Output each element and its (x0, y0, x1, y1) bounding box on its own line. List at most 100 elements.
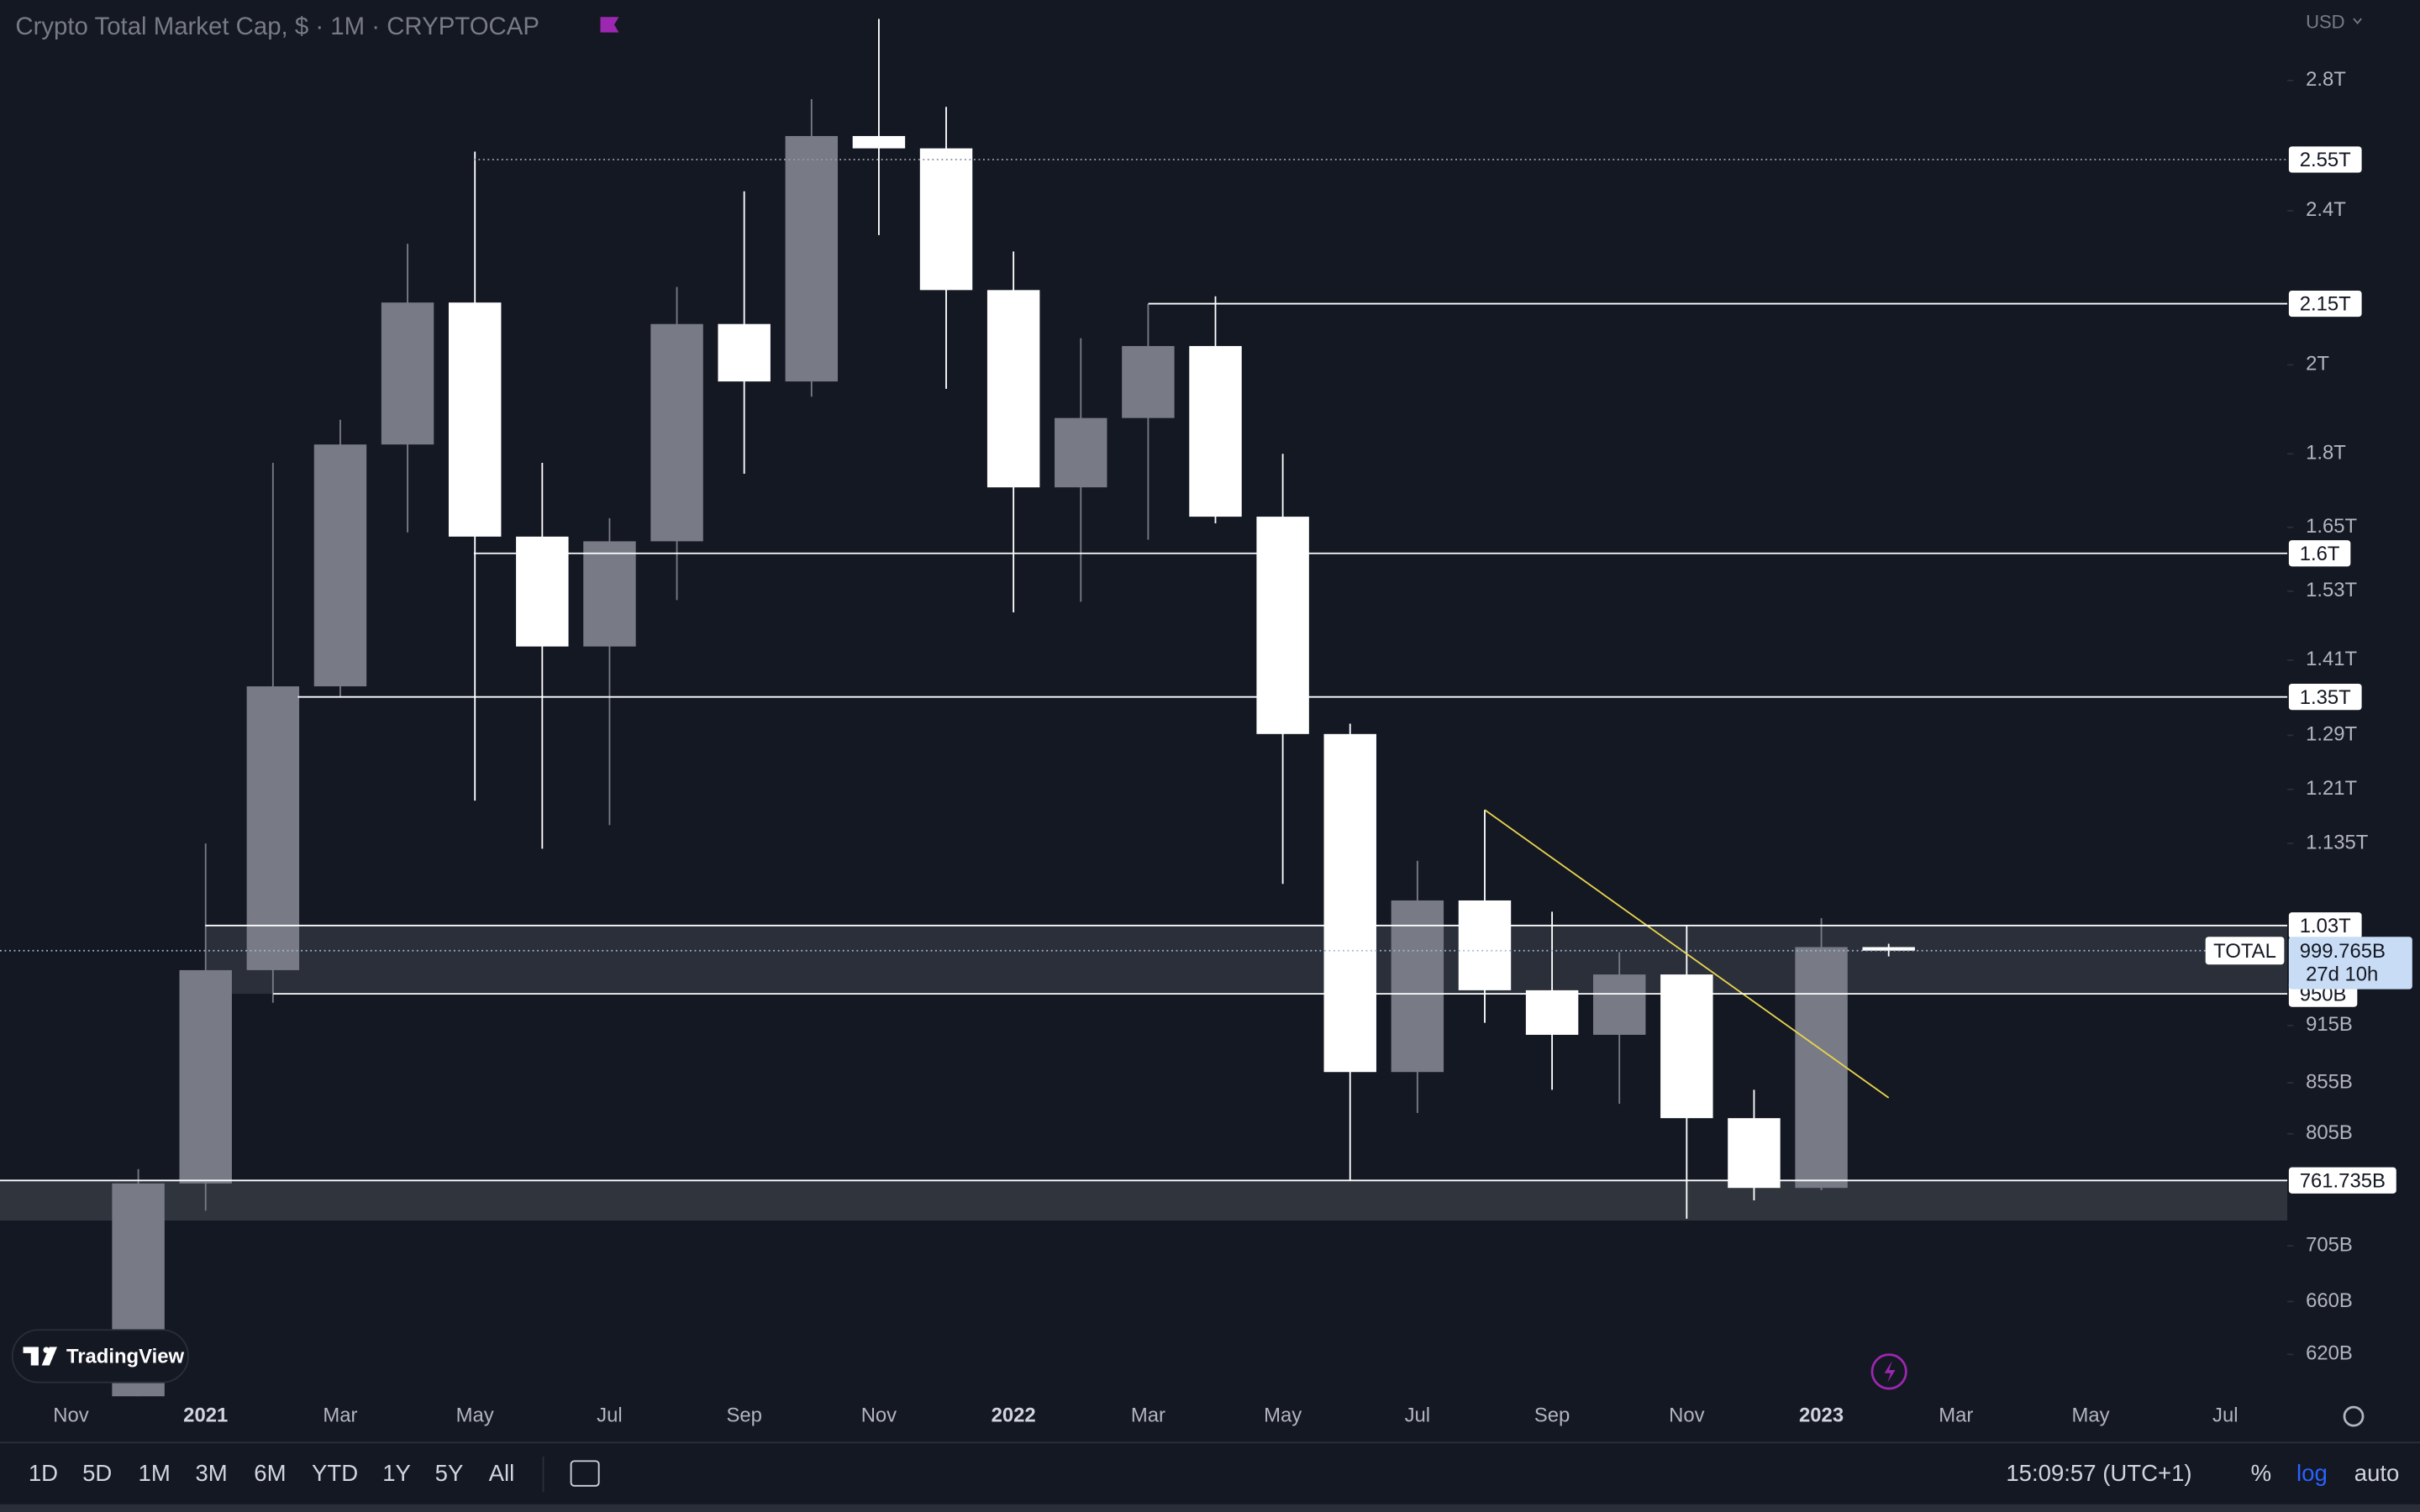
candle-body (1862, 947, 1915, 951)
y-tick-label: 2.4T (2306, 198, 2346, 221)
candle-body (718, 323, 771, 382)
x-tick-label: Sep (1534, 1404, 1570, 1426)
flag-icon[interactable] (600, 17, 619, 33)
x-tick-label: May (456, 1404, 494, 1426)
candle-body (650, 323, 703, 542)
range-button[interactable]: 1D (29, 1460, 58, 1486)
y-tick-label: 1.8T (2306, 442, 2346, 465)
y-tick-label: 2T (2306, 353, 2329, 375)
y-tick-label: 1.41T (2306, 648, 2357, 670)
candle-body (381, 302, 434, 445)
candle-body (919, 148, 973, 291)
branding-text: TradingView (66, 1346, 185, 1368)
x-tick-label: Jul (597, 1404, 623, 1426)
currency[interactable]: USD (2306, 11, 2345, 32)
scale-option[interactable]: % (2251, 1460, 2272, 1486)
scale-option[interactable]: auto (2354, 1460, 2400, 1486)
countdown: 27d 10h (2306, 963, 2378, 985)
candle-body (1256, 517, 1309, 734)
x-tick-label: May (2072, 1404, 2110, 1426)
x-tick-label: Nov (1669, 1404, 1705, 1426)
y-tick-label: 1.135T (2306, 831, 2369, 853)
range-button[interactable]: 5Y (435, 1460, 464, 1486)
y-tick-label: 705B (2306, 1233, 2353, 1256)
current-price-box (2288, 937, 2412, 990)
y-tick-label: 915B (2306, 1013, 2353, 1036)
candle-body (313, 444, 367, 687)
x-tick-label: Mar (1131, 1404, 1165, 1426)
bottom-bar (0, 1504, 2420, 1512)
settings-button[interactable] (2343, 1405, 2365, 1427)
candle-body (246, 686, 300, 970)
candle-body (1728, 1118, 1781, 1189)
candle-body (785, 135, 839, 382)
level-label-box (2288, 540, 2351, 567)
candle-body (852, 135, 906, 149)
symbol-label: TOTAL (2213, 940, 2276, 963)
lightning-icon (1884, 1361, 1896, 1383)
candle-body (179, 969, 232, 1184)
level-label: 2.55T (2300, 149, 2351, 171)
candle-body (1122, 345, 1175, 418)
level-label-box (2288, 146, 2362, 173)
candle-body (986, 290, 1040, 488)
zone (0, 1180, 2288, 1221)
x-tick-label: Mar (1939, 1404, 1973, 1426)
x-tick-label: 2023 (1799, 1404, 1844, 1426)
x-tick-label: Jul (2212, 1404, 2238, 1426)
badge-frame (11, 1329, 189, 1383)
y-tick-label: 620B (2306, 1342, 2353, 1365)
candle-body (1391, 900, 1444, 1073)
lightning-button[interactable] (1870, 1353, 1907, 1390)
level-label: 1.35T (2300, 686, 2351, 709)
logo-dot (43, 1347, 50, 1353)
level-label-box (2288, 290, 2362, 318)
range-button[interactable]: 1M (139, 1460, 171, 1486)
candle-body (1323, 733, 1376, 1073)
level-label: 2.15T (2300, 293, 2351, 316)
range-button[interactable]: 5D (82, 1460, 112, 1486)
range-button[interactable]: All (489, 1460, 515, 1486)
currency-caret (2353, 18, 2362, 24)
chart-title: Crypto Total Market Cap, $ · 1M · CRYPTO… (15, 13, 539, 40)
x-tick-label: Mar (323, 1404, 357, 1426)
scale-option[interactable]: log (2296, 1460, 2328, 1486)
zone (205, 925, 2288, 995)
candle-body (583, 541, 636, 647)
range-button[interactable]: 1Y (382, 1460, 411, 1486)
candle-body (1660, 974, 1713, 1119)
candle-body (448, 302, 502, 537)
x-tick-label: Sep (726, 1404, 761, 1426)
branding-badge[interactable]: TradingView (11, 1329, 189, 1383)
candle-body (1525, 990, 1579, 1035)
range-button[interactable]: 6M (254, 1460, 286, 1486)
trend-line (1484, 809, 1890, 1099)
x-tick-label: May (1264, 1404, 1302, 1426)
level-label-box (2288, 684, 2362, 711)
candle-body (1055, 417, 1107, 488)
y-tick-label: 1.21T (2306, 777, 2357, 800)
clock: 15:09:57 (UTC+1) (2006, 1460, 2191, 1486)
range-button[interactable]: 3M (195, 1460, 227, 1486)
y-tick-label: 1.65T (2306, 515, 2357, 538)
level-label: 1.03T (2300, 915, 2351, 937)
x-tick-label: Nov (53, 1404, 88, 1426)
y-tick-label: 660B (2306, 1289, 2353, 1312)
current-price-label: 999.765B (2300, 940, 2386, 963)
y-tick-label: 805B (2306, 1121, 2353, 1144)
range-button[interactable]: YTD (312, 1460, 358, 1486)
candle-body (1592, 974, 1646, 1035)
x-tick-label: 2021 (183, 1404, 228, 1426)
candle-body (516, 536, 569, 647)
x-tick-label: Nov (861, 1404, 897, 1426)
x-tick-label: Jul (1405, 1404, 1430, 1426)
x-tick-label: 2022 (992, 1404, 1036, 1426)
y-tick-label: 1.29T (2306, 723, 2357, 746)
level-label: 761.735B (2300, 1169, 2386, 1192)
plot-area (0, 18, 2288, 1397)
candle-body (1189, 345, 1242, 517)
date-range-button[interactable] (570, 1460, 600, 1487)
candle-body (1795, 947, 1848, 1189)
